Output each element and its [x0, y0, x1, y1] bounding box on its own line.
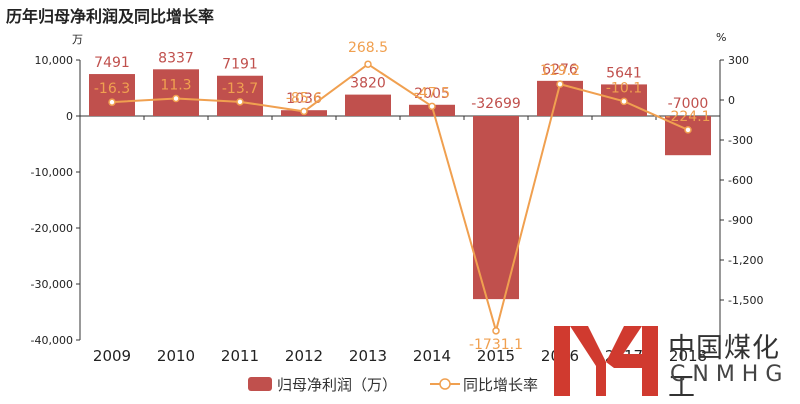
- x-axis-tick-label: 2014: [413, 347, 451, 365]
- growth-point: [428, 102, 436, 111]
- watermark-cn-text: 中国煤化工: [668, 333, 780, 403]
- growth-data-label: 268.5: [348, 40, 388, 56]
- growth-point: [236, 98, 244, 106]
- growth-point: [172, 94, 180, 103]
- profit-data-label: -7000: [668, 96, 709, 112]
- growth-data-label: 119.2: [540, 63, 580, 79]
- profit-data-label: 5641: [606, 65, 642, 81]
- growth-data-label: -13.7: [222, 81, 258, 97]
- x-axis-tick-label: 2009: [93, 347, 131, 365]
- profit-bar: [409, 104, 455, 116]
- left-axis-tick-label: -40,000: [31, 334, 73, 347]
- x-axis-tick-label: 2015: [477, 347, 515, 365]
- x-axis-tick-label: 2012: [285, 347, 323, 365]
- right-axis-tick-label: -900: [728, 214, 753, 227]
- logo-mark: [554, 326, 658, 396]
- legend-growth-label: 同比增长率: [463, 376, 539, 394]
- legend-line-swatch: [430, 378, 460, 390]
- right-axis-unit: %: [716, 31, 727, 44]
- left-axis-unit: 万: [72, 33, 83, 46]
- right-axis-tick-label: 300: [728, 54, 749, 67]
- x-axis-tick-label: 2013: [349, 347, 387, 365]
- growth-data-label: 11.3: [160, 77, 191, 93]
- profit-data-label: -32699: [471, 96, 521, 112]
- growth-point: [684, 126, 692, 134]
- growth-point: [556, 80, 564, 88]
- growth-point: [620, 97, 628, 106]
- chart-title: 历年归母净利润及同比增长率: [6, 7, 215, 26]
- growth-data-label: -47.5: [414, 85, 450, 101]
- profit-data-label: 2005: [414, 86, 450, 102]
- growth-data-label: -10.1: [606, 80, 642, 96]
- growth-point: [300, 107, 308, 116]
- profit-bar: [153, 69, 199, 116]
- left-axis-tick-label: 0: [66, 110, 73, 123]
- legend-bar-swatch: [248, 377, 272, 391]
- right-axis-tick-label: -1,200: [728, 254, 763, 267]
- profit-bar: [217, 75, 263, 116]
- profit-data-label: 7491: [94, 55, 130, 71]
- profit-data-label: 8337: [158, 50, 194, 66]
- profit-data-label: 3820: [350, 76, 386, 92]
- growth-data-label: -16.3: [94, 81, 130, 97]
- x-axis-tick-label: 2011: [221, 347, 259, 365]
- right-axis-tick-label: -1,500: [728, 294, 763, 307]
- right-axis-tick-label: -300: [728, 134, 753, 147]
- left-axis-tick-label: -20,000: [31, 222, 73, 235]
- profit-data-label: 6276: [542, 62, 578, 78]
- profit-data-label: 7191: [222, 57, 258, 73]
- left-axis-tick-label: -30,000: [31, 278, 73, 291]
- profit-bar: [345, 94, 391, 116]
- watermark-logo: 中国煤化工 CNMHG: [554, 322, 800, 403]
- growth-line: [111, 62, 689, 335]
- left-axis-tick-label: 10,000: [35, 54, 74, 67]
- right-axis-tick-label: -600: [728, 174, 753, 187]
- profit-bar: [89, 74, 135, 116]
- growth-data-label: -1731.1: [469, 337, 523, 353]
- growth-data-label: -224.1: [665, 109, 710, 125]
- growth-data-label: -85.6: [286, 90, 322, 106]
- growth-point: [108, 98, 116, 106]
- legend-profit-label: 归母净利润（万）: [277, 376, 398, 394]
- watermark-en-text: CNMHG: [670, 362, 790, 387]
- x-axis-tick-label: 2018: [669, 347, 707, 365]
- left-axis-tick-label: -10,000: [31, 166, 73, 179]
- growth-point: [492, 327, 500, 335]
- x-axis-tick-label: 2010: [157, 347, 195, 365]
- right-axis-tick-label: 0: [728, 94, 735, 107]
- profit-data-label: 1036: [286, 91, 322, 107]
- growth-point: [364, 60, 372, 68]
